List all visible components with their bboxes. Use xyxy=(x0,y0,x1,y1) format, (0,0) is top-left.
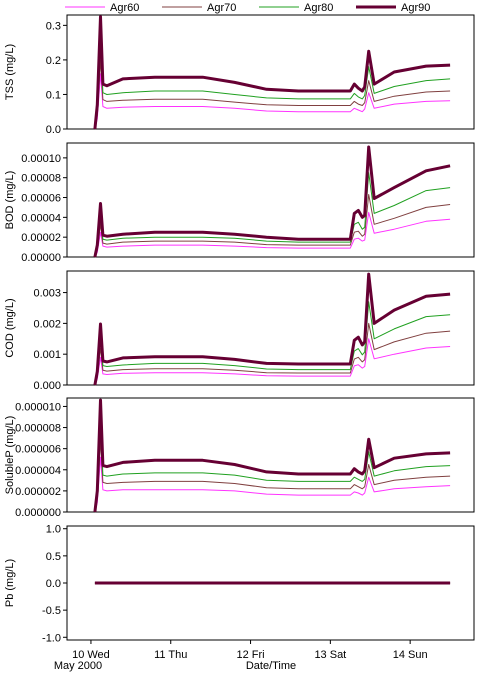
x-axis-sublabel: May 2000 xyxy=(54,660,102,672)
x-tick-label: 14 Sun xyxy=(393,649,428,661)
x-axis-label: Date/Time xyxy=(246,660,296,672)
series-line-agr60 xyxy=(94,211,451,258)
y-tick-label: 0.00000 xyxy=(21,252,61,264)
y-tick-label: 0.000010 xyxy=(15,401,61,413)
y-axis-label: COD (mg/L) xyxy=(4,298,16,357)
series-line-agr90 xyxy=(93,398,451,513)
legend-label: Agr90 xyxy=(401,2,430,14)
legend-item: Agr70 xyxy=(162,2,236,14)
series-line-agr80 xyxy=(94,420,451,513)
series-line-agr90 xyxy=(93,272,451,386)
y-tick-label: 0.0 xyxy=(46,578,61,590)
legend-item: Agr80 xyxy=(259,2,333,14)
y-tick-label: -1.0 xyxy=(42,632,61,644)
y-tick-label: 0.00010 xyxy=(21,153,61,165)
y-tick-label: 0.000006 xyxy=(15,444,61,456)
y-axis-label: BOD (mg/L) xyxy=(4,171,16,230)
y-tick-label: 0.3 xyxy=(46,20,61,32)
series-line-agr80 xyxy=(94,301,451,386)
chart-panel: -1.0 -0.5 0.0 0.5 1.0 Pb (mg/L) xyxy=(4,524,475,644)
y-tick-label: 0.2 xyxy=(46,55,61,67)
series-line-agr60 xyxy=(94,73,451,130)
legend-label: Agr80 xyxy=(304,2,333,14)
y-axis-label: Pb (mg/L) xyxy=(4,559,16,607)
series-line-agr60 xyxy=(94,456,451,513)
y-tick-label: 0.000004 xyxy=(15,465,61,477)
y-axis-label: SolubleP (mg/L) xyxy=(4,416,16,495)
y-tick-label: 0.1 xyxy=(46,89,61,101)
series-line-agr90 xyxy=(93,15,451,130)
series-line-agr70 xyxy=(94,194,451,258)
y-tick-label: 0.00008 xyxy=(21,173,61,185)
legend-label: Agr60 xyxy=(110,2,139,14)
plot-frame xyxy=(66,142,475,258)
series-line-agr90 xyxy=(93,145,451,258)
y-axis-label: TSS (mg/L) xyxy=(4,44,16,100)
y-tick-label: 0.001 xyxy=(33,349,61,361)
chart-panel: 0.00000 0.00002 0.00004 0.00006 0.00008 0.000… xyxy=(4,142,475,264)
series-line-agr70 xyxy=(94,322,451,386)
series-line-agr80 xyxy=(94,38,451,130)
series-line-agr80 xyxy=(94,172,451,258)
legend-label: Agr70 xyxy=(207,2,236,14)
y-tick-label: 0.003 xyxy=(33,288,61,300)
y-tick-label: 0.00004 xyxy=(21,212,61,224)
y-tick-label: 0.000 xyxy=(33,380,61,392)
y-tick-label: -0.5 xyxy=(42,605,61,617)
y-tick-label: 1.0 xyxy=(46,524,61,536)
chart-panel: 0.000000 0.000002 0.000004 0.000006 0.000008… xyxy=(4,397,475,519)
series-line-agr60 xyxy=(94,338,451,386)
y-tick-label: 0.0 xyxy=(46,124,61,136)
y-tick-label: 0.5 xyxy=(46,551,61,563)
x-tick-label: 11 Thu xyxy=(154,649,187,661)
y-tick-label: 0.000000 xyxy=(15,507,61,519)
plot-frame xyxy=(66,14,475,130)
y-tick-label: 0.000002 xyxy=(15,486,61,498)
chart-panel: 0.000 0.001 0.002 0.003 COD (mg/L) xyxy=(4,270,475,392)
series-line-agr70 xyxy=(94,59,451,130)
series-line-agr70 xyxy=(94,439,451,513)
x-tick-label: 10 Wed xyxy=(72,649,110,661)
chart-legend: Agr60 Agr70 Agr80 Agr90 xyxy=(65,2,430,14)
legend-item: Agr90 xyxy=(356,2,430,14)
y-tick-label: 0.00002 xyxy=(21,232,61,244)
plot-frame xyxy=(66,270,475,386)
y-tick-label: 0.000008 xyxy=(15,423,61,435)
x-axis: May 2000 Date/Time 10 Wed 11 Thu 12 Fri 13 … xyxy=(54,640,428,672)
legend-item: Agr60 xyxy=(65,2,139,14)
chart-panel: 0.0 0.1 0.2 0.3 TSS (mg/L) xyxy=(4,14,475,136)
x-tick-label: 12 Fri xyxy=(236,649,264,661)
x-tick-label: 13 Sat xyxy=(314,649,346,661)
y-tick-label: 0.002 xyxy=(33,318,61,330)
plot-frame xyxy=(66,397,475,513)
y-tick-label: 0.00006 xyxy=(21,193,61,205)
